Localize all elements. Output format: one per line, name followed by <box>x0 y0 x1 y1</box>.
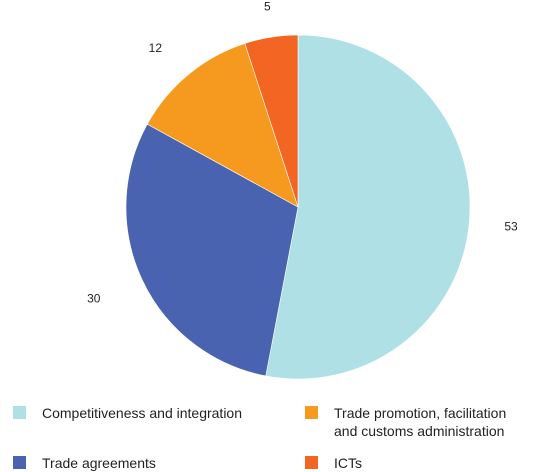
pie-slices <box>125 34 471 380</box>
pie-slice-icts <box>244 34 299 208</box>
pie-value-labels: 53 30 12 5 <box>87 0 518 306</box>
pie-slice-competitiveness-and-integration <box>265 34 471 380</box>
pie-slice-trade-agreements <box>125 123 299 377</box>
pie-value-label: 5 <box>264 0 271 14</box>
pie-value-label: 12 <box>149 41 163 55</box>
pie-slice-trade-promotion-facilitation-and-customs-administration <box>146 43 299 208</box>
pie-value-label: 30 <box>87 292 101 306</box>
pie-value-label: 53 <box>504 219 518 233</box>
